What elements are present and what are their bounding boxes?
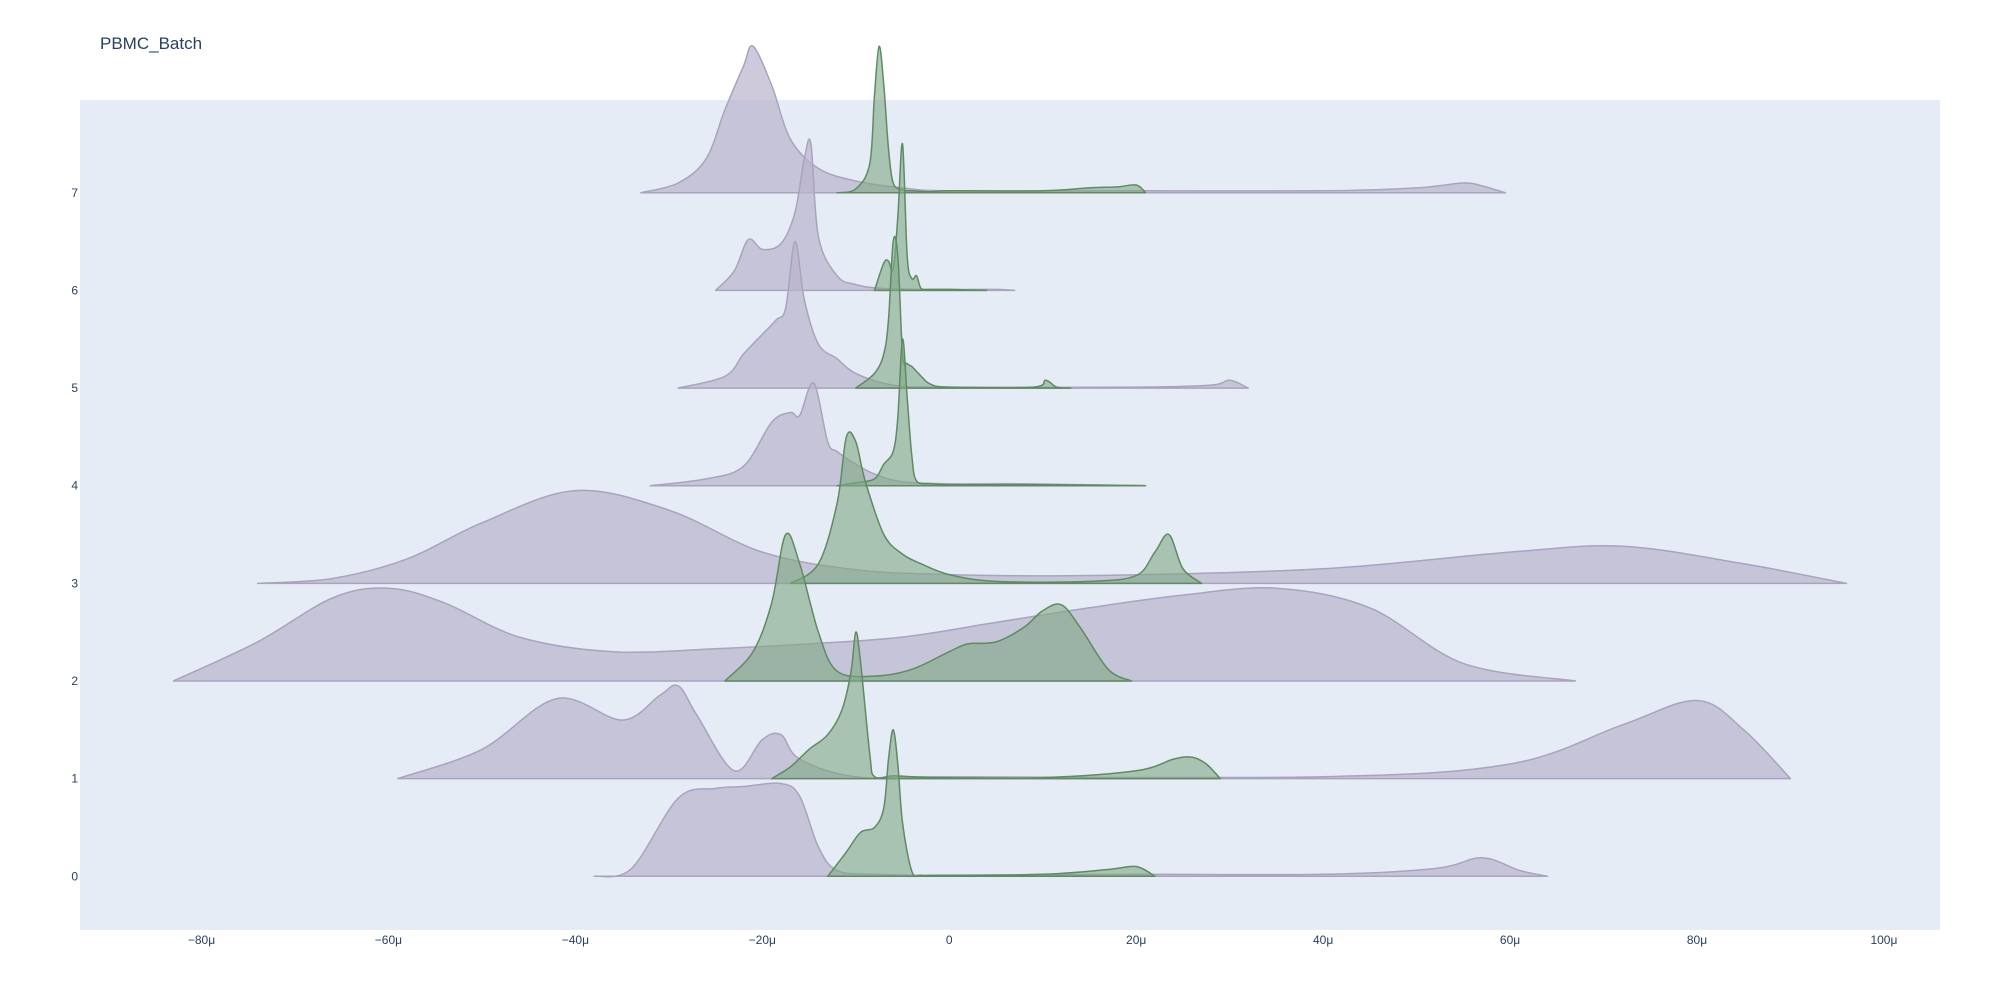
- x-tick-label: 60μ: [1500, 933, 1520, 947]
- ridge-green-5: [855, 235, 1072, 389]
- ridge-green-1: [770, 631, 1222, 780]
- x-tick-label: −80μ: [188, 933, 215, 947]
- y-tick-label: 3: [71, 576, 78, 590]
- y-tick-label: 5: [71, 381, 78, 395]
- ridge-purple-2: [172, 587, 1577, 682]
- x-tick-label: 80μ: [1687, 933, 1707, 947]
- x-tick-label: 20μ: [1126, 933, 1146, 947]
- x-tick-label: −40μ: [562, 933, 589, 947]
- ridge-green-3: [789, 431, 1203, 585]
- ridge-purple-5: [677, 240, 1250, 389]
- y-tick-label: 4: [71, 479, 78, 493]
- ridge-purple-4: [649, 382, 1147, 487]
- y-tick-label: 7: [71, 186, 78, 200]
- x-tick-label: 40μ: [1313, 933, 1333, 947]
- ridge-green-0: [826, 729, 1156, 878]
- chart-title: PBMC_Batch: [100, 34, 202, 53]
- y-tick-label: 1: [71, 772, 78, 786]
- x-tick-label: −60μ: [375, 933, 402, 947]
- y-tick-label: 2: [71, 674, 78, 688]
- x-tick-label: 100μ: [1870, 933, 1897, 947]
- y-axis: 0 1 2 3 4 5 6 7: [71, 186, 78, 884]
- ridge-green-6: [873, 143, 988, 292]
- x-tick-label: 0: [946, 933, 953, 947]
- ridge-green-4: [836, 338, 1147, 487]
- ridges-layer: [172, 45, 1848, 878]
- y-tick-label: 6: [71, 283, 78, 297]
- ridge-green-2: [724, 532, 1133, 682]
- x-tick-label: −20μ: [749, 933, 776, 947]
- x-axis: −80μ −60μ −40μ −20μ 0 20μ 40μ 60μ 80μ 100μ: [188, 933, 1898, 947]
- plot-background: [80, 100, 1940, 930]
- y-tick-label: 0: [71, 869, 78, 883]
